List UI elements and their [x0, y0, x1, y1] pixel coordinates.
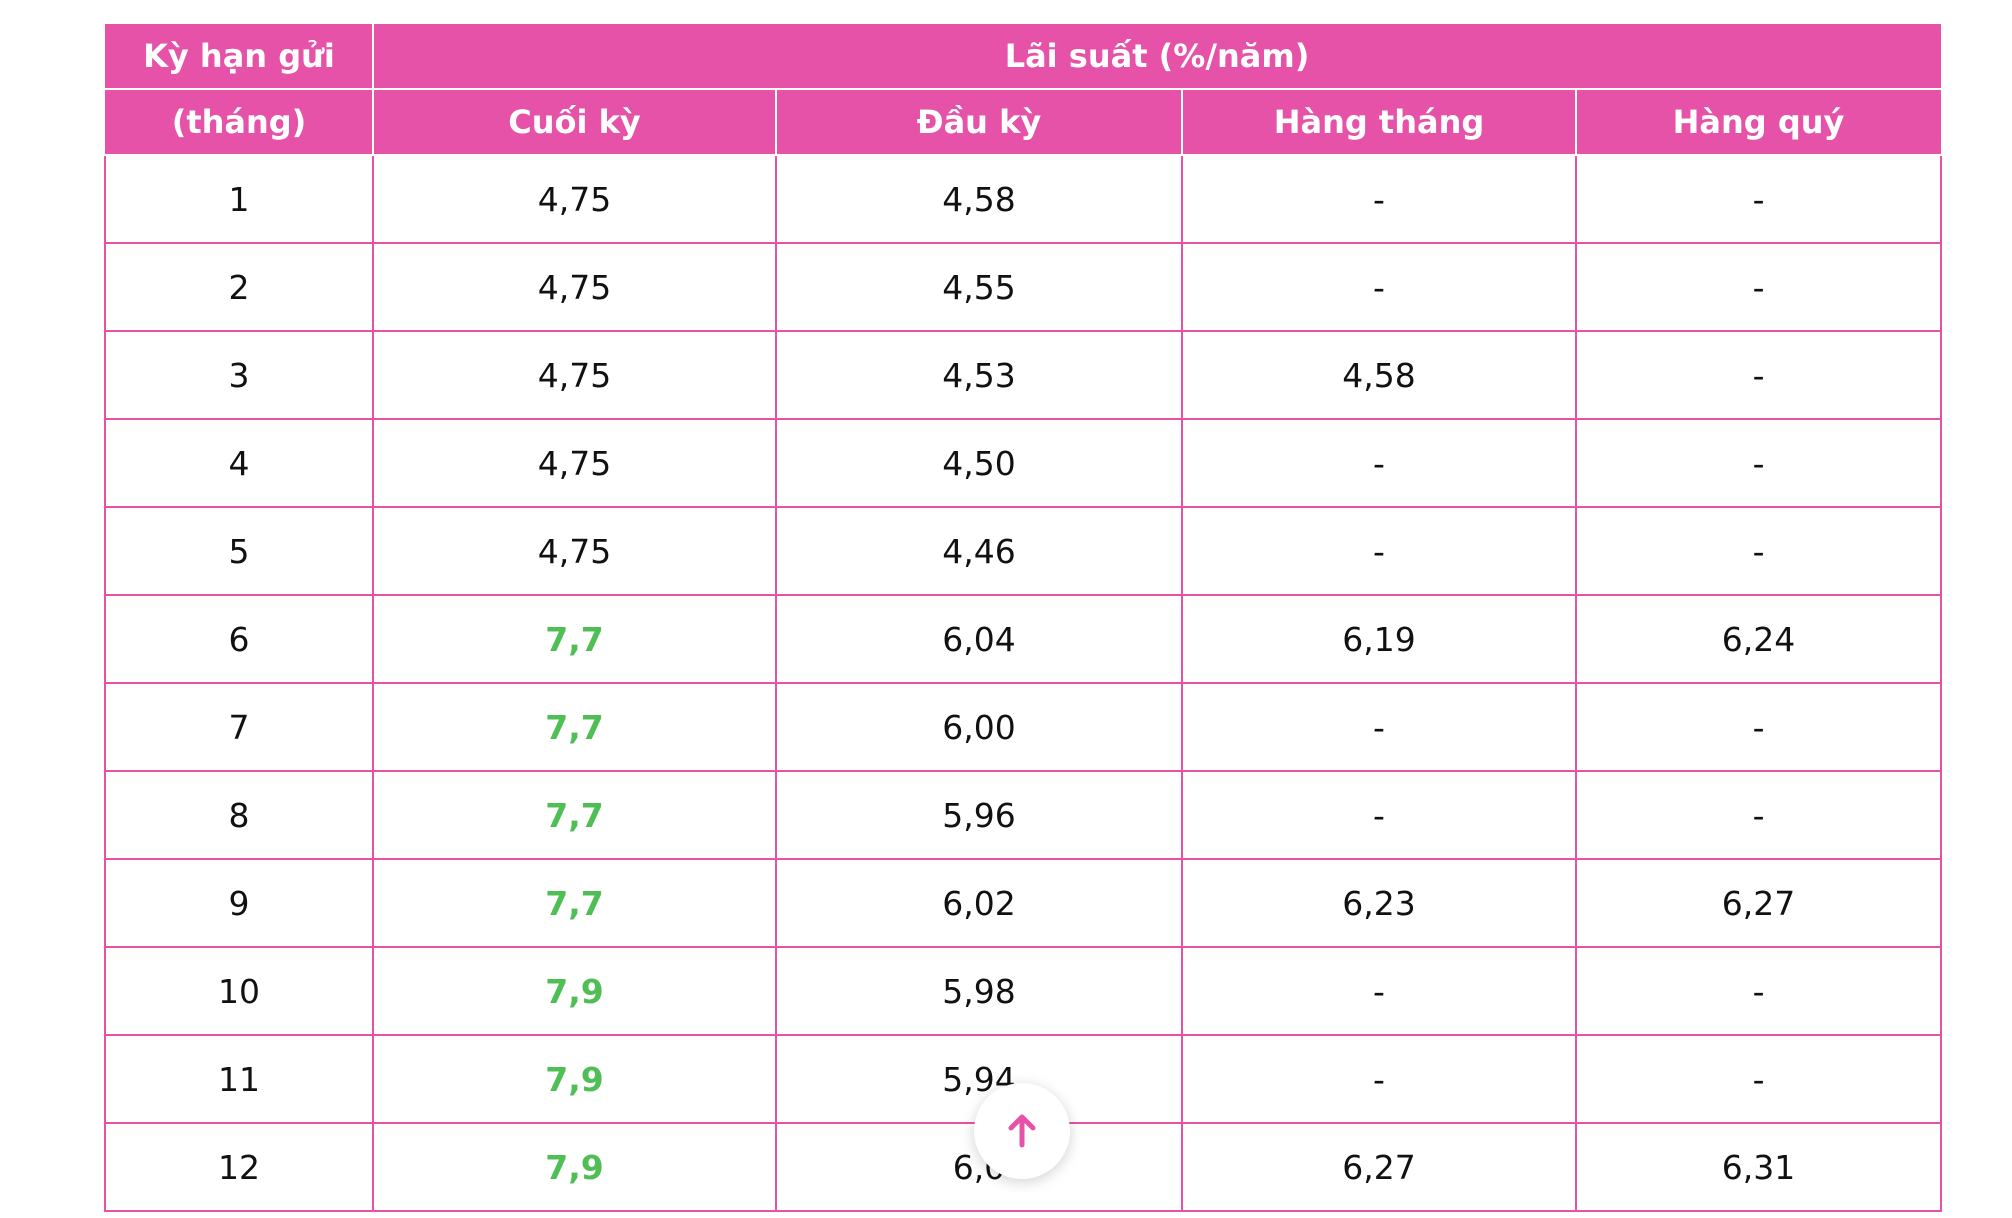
rate-cell: -	[1181, 418, 1577, 508]
term-cell: 6	[104, 594, 374, 684]
term-cell: 1	[104, 154, 374, 244]
rate-cell: 4,53	[775, 330, 1183, 420]
rate-cell: 6,02	[775, 858, 1183, 948]
rate-cell: -	[1574, 154, 1943, 244]
header-column: Hàng quý	[1574, 88, 1942, 156]
rate-cell: 4,55	[775, 242, 1183, 332]
rate-cell: 6,19	[1181, 594, 1577, 684]
table-body: 1 4,75 4,58- -2 4,75 4,55- -3 4,75 4,53 4,58-4 4,7…	[104, 154, 1943, 1212]
rate-cell: 4,75	[372, 154, 777, 244]
header-column: Cuối kỳ	[372, 88, 777, 156]
table-row: 12 7,9 6,0 6,27 6,31	[104, 1122, 1943, 1212]
term-cell: 9	[104, 858, 374, 948]
table-row: 5 4,75 4,46- -	[104, 506, 1943, 596]
term-cell: 11	[104, 1034, 374, 1124]
term-cell: 8	[104, 770, 374, 860]
rate-cell: 4,75	[372, 418, 777, 508]
rate-cell: 7,9	[372, 946, 777, 1036]
rate-cell: -	[1181, 242, 1577, 332]
term-cell: 12	[104, 1122, 374, 1212]
rate-cell: -	[1181, 506, 1577, 596]
table-row: 11 7,9 5,94- -	[104, 1034, 1943, 1124]
rate-cell: 6,00	[775, 682, 1183, 772]
rate-cell: -	[1574, 242, 1943, 332]
rate-cell: 7,7	[372, 594, 777, 684]
table-row: 8 7,7 5,96- -	[104, 770, 1943, 860]
rate-cell: -	[1574, 770, 1943, 860]
rate-cell: 4,75	[372, 506, 777, 596]
rate-cell: -	[1181, 154, 1577, 244]
rate-cell: 6,27	[1181, 1122, 1577, 1212]
arrow-up-icon	[1008, 1114, 1036, 1148]
rate-cell: -	[1181, 946, 1577, 1036]
table-header: Kỳ hạn gửi Lãi suất (%/năm) (tháng) Cuối…	[105, 22, 1942, 156]
rate-cell: 4,58	[1181, 330, 1577, 420]
header-column: Đầu kỳ	[775, 88, 1183, 156]
header-row: Kỳ hạn gửi Lãi suất (%/năm)	[105, 22, 1942, 90]
rate-cell: 5,96	[775, 770, 1183, 860]
rate-cell: 4,58	[775, 154, 1183, 244]
rate-cell: 6,24	[1574, 594, 1943, 684]
term-cell: 10	[104, 946, 374, 1036]
rate-cell: -	[1574, 946, 1943, 1036]
header-row: (tháng) Cuối kỳ Đầu kỳ Hàng tháng Hàng quý	[105, 88, 1942, 156]
header-rate: Lãi suất (%/năm)	[371, 22, 1942, 90]
term-cell: 2	[104, 242, 374, 332]
table-row: 6 7,7 6,04 6,19 6,24	[104, 594, 1943, 684]
term-cell: 7	[104, 682, 374, 772]
rate-cell: -	[1181, 1034, 1577, 1124]
rate-cell: 7,9	[372, 1122, 777, 1212]
header-term-unit: (tháng)	[105, 88, 374, 156]
table-row: 3 4,75 4,53 4,58-	[104, 330, 1943, 420]
rate-cell: 6,04	[775, 594, 1183, 684]
rate-cell: 4,75	[372, 330, 777, 420]
rate-cell: 7,7	[372, 682, 777, 772]
rate-cell: 4,75	[372, 242, 777, 332]
table-row: 7 7,7 6,00- -	[104, 682, 1943, 772]
header-term: Kỳ hạn gửi	[105, 22, 374, 90]
rate-cell: 6,27	[1574, 858, 1943, 948]
table-row: 2 4,75 4,55- -	[104, 242, 1943, 332]
rate-cell: -	[1181, 682, 1577, 772]
rate-cell: -	[1574, 1034, 1943, 1124]
rate-cell: 6,23	[1181, 858, 1577, 948]
rate-cell: 5,98	[775, 946, 1183, 1036]
table-row: 4 4,75 4,50- -	[104, 418, 1943, 508]
rate-cell: 7,7	[372, 770, 777, 860]
rate-cell: 6,31	[1574, 1122, 1943, 1212]
rate-cell: -	[1574, 418, 1943, 508]
rate-cell: -	[1181, 770, 1577, 860]
rate-cell: 7,7	[372, 858, 777, 948]
rate-table-container: Kỳ hạn gửi Lãi suất (%/năm) (tháng) Cuối…	[104, 22, 1943, 1212]
rate-cell: 4,46	[775, 506, 1183, 596]
scroll-top-button[interactable]	[974, 1083, 1070, 1179]
table-row: 1 4,75 4,58- -	[104, 154, 1943, 244]
rate-cell: -	[1574, 682, 1943, 772]
rate-cell: -	[1574, 330, 1943, 420]
term-cell: 5	[104, 506, 374, 596]
header-column: Hàng tháng	[1181, 88, 1577, 156]
rate-cell: 4,50	[775, 418, 1183, 508]
rate-table: Kỳ hạn gửi Lãi suất (%/năm) (tháng) Cuối…	[104, 22, 1943, 1212]
term-cell: 3	[104, 330, 374, 420]
table-row: 10 7,9 5,98- -	[104, 946, 1943, 1036]
term-cell: 4	[104, 418, 374, 508]
rate-cell: 7,9	[372, 1034, 777, 1124]
rate-cell: -	[1574, 506, 1943, 596]
table-row: 9 7,7 6,02 6,23 6,27	[104, 858, 1943, 948]
